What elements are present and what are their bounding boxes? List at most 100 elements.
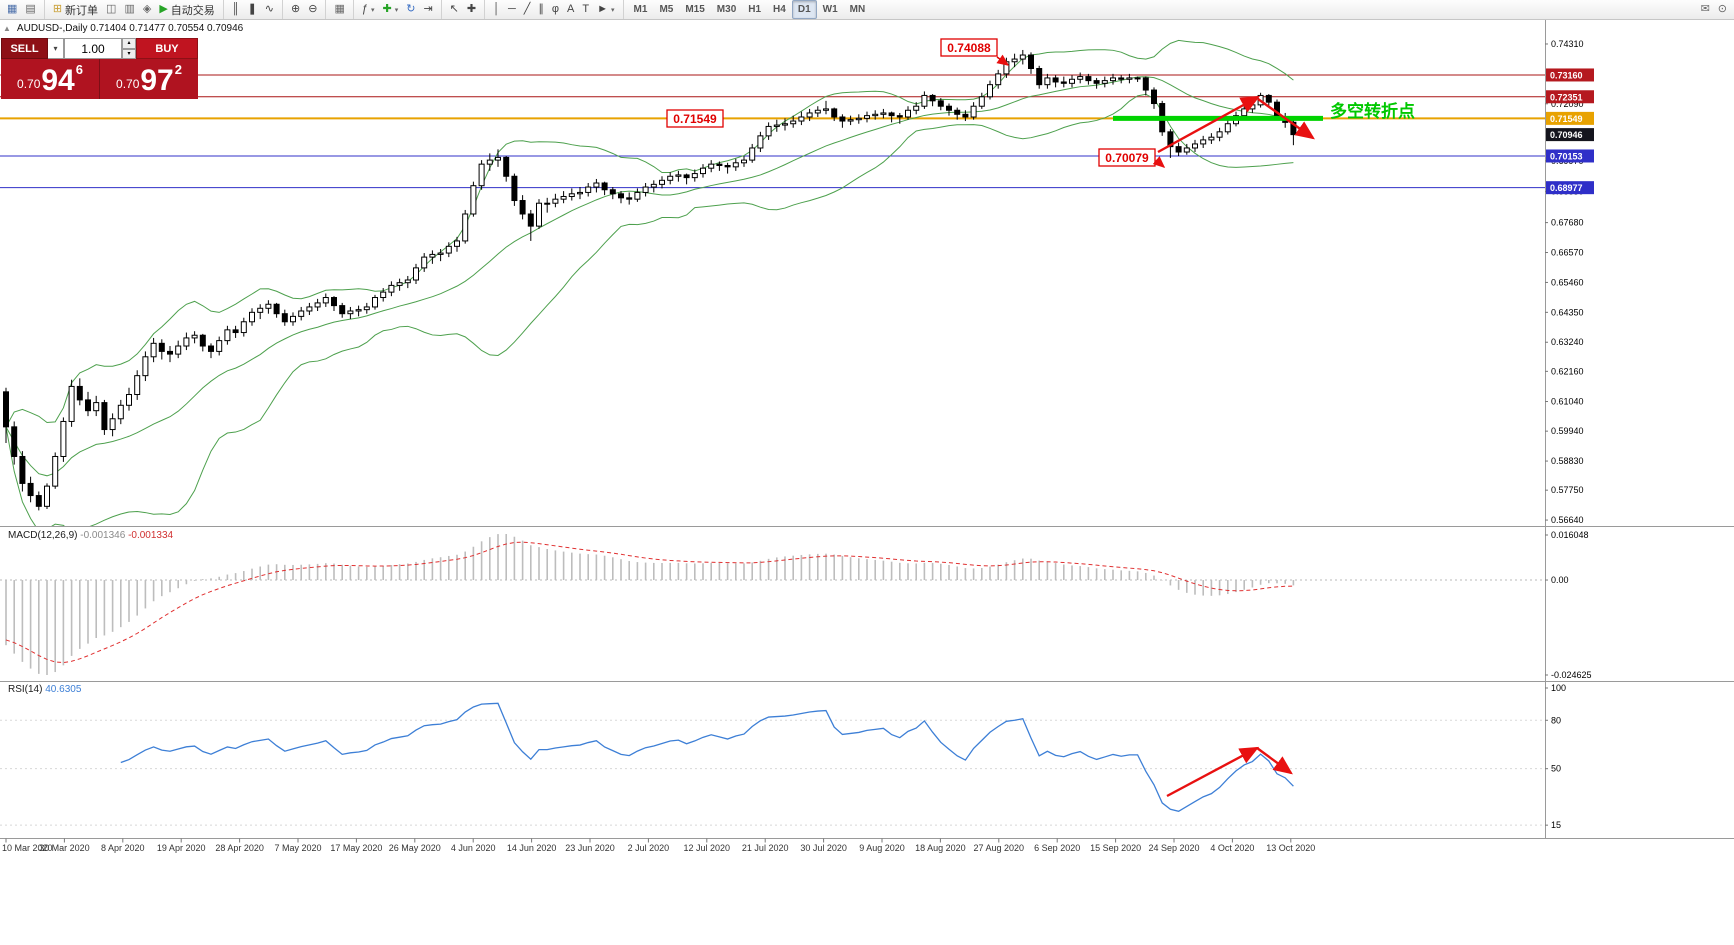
volume-down-button[interactable]: ▾ bbox=[122, 48, 136, 59]
vertical-line-button[interactable]: │ bbox=[489, 0, 504, 19]
candlestick-chart-button[interactable]: ❚ bbox=[244, 0, 261, 19]
bar-chart-button[interactable]: ║ bbox=[228, 0, 244, 19]
candle-body bbox=[35, 495, 42, 507]
add-object-button[interactable]: ✚ ▾ bbox=[379, 0, 403, 19]
price-box-text: 0.71549 bbox=[1550, 114, 1583, 124]
zoom-in-button[interactable]: ⊕ bbox=[287, 0, 304, 19]
rsi-trend-arrow-1[interactable] bbox=[1166, 746, 1260, 798]
price-pane bbox=[0, 39, 1545, 532]
sell-button[interactable]: SELL bbox=[1, 38, 48, 59]
toolbar-group-timeframes: M1 M5 M15 M30 H1 H4 D1 W1 MN bbox=[622, 0, 872, 19]
price-scale-box-0.68977: 0.68977 bbox=[1546, 181, 1594, 195]
price-callout-box[interactable] bbox=[940, 38, 998, 57]
chart-area[interactable]: 多空转折点 0.74088 0.71549 0.70079 0.74310 0.72090… bbox=[0, 20, 1734, 945]
candle-body bbox=[322, 297, 329, 304]
auto-scroll-button[interactable]: ↻ bbox=[402, 0, 419, 19]
text-button[interactable]: A bbox=[563, 0, 578, 19]
time-axis-label: 14 Jun 2020 bbox=[507, 843, 557, 853]
sell-price-button[interactable]: 0.70 94 6 bbox=[1, 59, 100, 99]
candle-body bbox=[117, 404, 124, 420]
fibonacci-button[interactable]: φ bbox=[548, 0, 563, 19]
data-window-button[interactable]: ▥ bbox=[120, 0, 138, 19]
timeframe-m1-button[interactable]: M1 bbox=[628, 0, 654, 19]
crosshair-button[interactable]: ✚ bbox=[463, 0, 480, 19]
mail-button[interactable]: ✉ bbox=[1697, 0, 1714, 19]
time-scale[interactable] bbox=[0, 839, 1545, 858]
chart-profiles-button[interactable]: ▤ bbox=[21, 0, 39, 19]
volume-input[interactable] bbox=[64, 38, 122, 59]
market-watch-button[interactable]: ◫ bbox=[102, 0, 120, 19]
buy-button[interactable]: BUY bbox=[136, 38, 198, 59]
price-callout-text: 0.70079 bbox=[1105, 151, 1149, 165]
candle-body bbox=[495, 156, 501, 161]
price-callout[interactable]: 0.70079 bbox=[1098, 148, 1166, 168]
timeframe-w1-button[interactable]: W1 bbox=[817, 0, 844, 19]
price-callout-text: 0.74088 bbox=[947, 41, 991, 55]
price-callout[interactable]: 0.74088 bbox=[940, 38, 1010, 66]
price-trend-arrow-2[interactable] bbox=[1257, 98, 1315, 140]
timeframe-m30-button[interactable]: M30 bbox=[711, 0, 742, 19]
horizontal-line-button[interactable]: ─ bbox=[504, 0, 520, 19]
toolbar: ▦ ▤ ⊞ 新订单 ◫ ▥ ◈ ▶ 自动交易 ║ ❚ ∿ ⊕ ⊖ ▦ ƒ ▾ ✚ ▾ ↻ ⇥ ↖ ✚ │ ─ ╱ ∥ φ A T ► ▾ M1 M… bbox=[0, 0, 1734, 20]
rsi-trend-arrow-2[interactable] bbox=[1256, 747, 1293, 775]
search-button[interactable]: ⊙ bbox=[1714, 0, 1731, 19]
timeframe-d1-button[interactable]: D1 bbox=[791, 0, 817, 19]
indicators-button[interactable]: ƒ ▾ bbox=[358, 0, 379, 19]
bollinger-lower-band[interactable] bbox=[5, 93, 1294, 532]
timeframe-m15-button[interactable]: M15 bbox=[679, 0, 710, 19]
indicators-dropdown-icon[interactable]: ▾ bbox=[370, 6, 375, 14]
tile-windows-button[interactable]: ▦ bbox=[330, 0, 348, 19]
auto-trading-icon: ▶ bbox=[159, 3, 168, 15]
time-axis-label: 4 Oct 2020 bbox=[1210, 843, 1254, 853]
horizontal-line-icon: ─ bbox=[507, 3, 516, 15]
zoom-out-button[interactable]: ⊖ bbox=[304, 0, 321, 19]
trendline-button[interactable]: ╱ bbox=[520, 0, 535, 19]
cursor-button[interactable]: ↖ bbox=[446, 0, 463, 19]
new-order-button[interactable]: ⊞ 新订单 bbox=[49, 0, 102, 19]
buy-price-button[interactable]: 0.70 97 2 bbox=[100, 59, 198, 99]
candle-body bbox=[216, 340, 223, 352]
navigator-button[interactable]: ◈ bbox=[139, 0, 155, 19]
bollinger-upper-band[interactable] bbox=[5, 39, 1294, 428]
rsi-line[interactable] bbox=[120, 702, 1294, 812]
candle-body bbox=[626, 197, 633, 200]
arrow-objects-button[interactable]: ► ▾ bbox=[593, 0, 618, 19]
price-scale-label: 0.59940 bbox=[1551, 426, 1584, 436]
time-axis-label: 4 Jun 2020 bbox=[451, 843, 496, 853]
arrow-objects-dropdown-icon[interactable]: ▾ bbox=[611, 6, 615, 14]
price-trend-arrow-1[interactable] bbox=[1157, 95, 1261, 154]
timeframe-m5-button[interactable]: M5 bbox=[653, 0, 679, 19]
candle-body bbox=[1175, 146, 1182, 153]
price-box-bg bbox=[1546, 128, 1594, 142]
price-callout-arrow bbox=[996, 54, 1010, 66]
price-box-bg bbox=[1546, 90, 1594, 104]
new-chart-button[interactable]: ▦ bbox=[3, 0, 21, 19]
candle-body bbox=[921, 94, 928, 107]
candle-body bbox=[331, 297, 337, 307]
trade-panel-collapse-icon[interactable]: ▲ bbox=[3, 24, 11, 33]
macd-signal-line[interactable] bbox=[5, 541, 1294, 664]
turning-point-note-text[interactable]: 多空转折点 bbox=[1330, 101, 1415, 121]
candle-body bbox=[249, 311, 255, 323]
candle-body bbox=[470, 185, 477, 215]
text-label-button[interactable]: T bbox=[578, 0, 593, 19]
auto-trading-button[interactable]: ▶ 自动交易 bbox=[155, 0, 218, 19]
volume-up-button[interactable]: ▴ bbox=[122, 38, 136, 49]
chart-window: 多空转折点 0.74088 0.71549 0.70079 0.74310 0.72090… bbox=[0, 20, 1734, 945]
price-callout-box[interactable] bbox=[666, 109, 724, 128]
candle-body bbox=[995, 73, 1002, 86]
zoom-out-icon: ⊖ bbox=[308, 3, 318, 15]
volume-step-dropdown[interactable]: ▾ bbox=[48, 38, 64, 59]
timeframe-mn-button[interactable]: MN bbox=[844, 0, 872, 19]
price-callout[interactable]: 0.71549 bbox=[666, 109, 724, 128]
candle-body bbox=[1110, 77, 1116, 82]
timeframe-h4-button[interactable]: H4 bbox=[767, 0, 792, 19]
candle-body bbox=[1069, 78, 1075, 84]
timeframe-h1-button[interactable]: H1 bbox=[742, 0, 767, 19]
line-chart-button[interactable]: ∿ bbox=[261, 0, 278, 19]
chart-shift-button[interactable]: ⇥ bbox=[419, 0, 436, 19]
price-scale-label: 0.66570 bbox=[1551, 248, 1584, 258]
bollinger-middle-band[interactable] bbox=[5, 76, 1294, 477]
equidistant-channel-button[interactable]: ∥ bbox=[534, 0, 548, 19]
add-object-dropdown-icon[interactable]: ▾ bbox=[394, 6, 399, 14]
